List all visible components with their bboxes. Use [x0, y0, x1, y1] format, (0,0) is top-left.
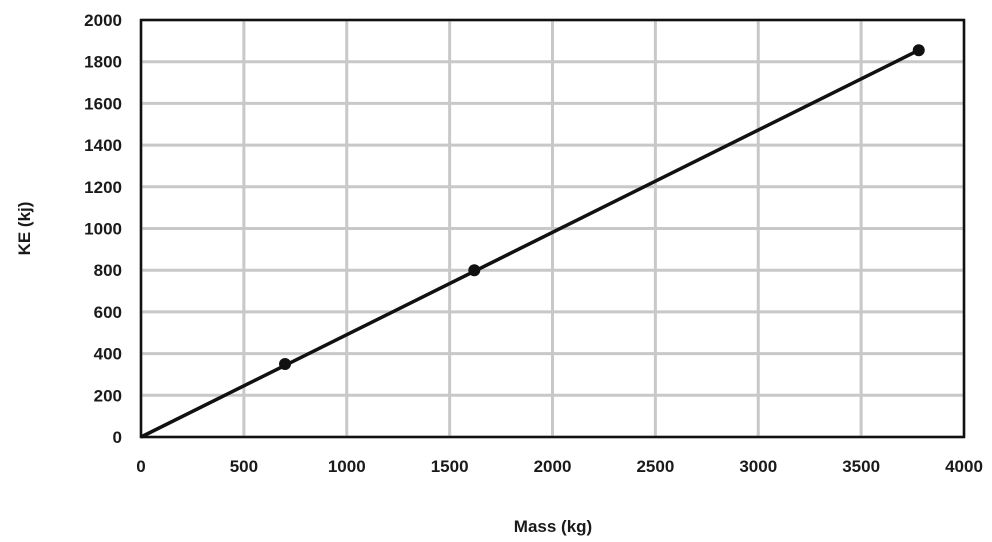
- data-point-1: [468, 264, 481, 277]
- x-tick-label-8: 4000: [945, 457, 983, 476]
- x-tick-labels: 0 500 1000 1500 2000 2500 3000 3500 4000: [136, 457, 983, 476]
- grid: [139, 18, 966, 439]
- y-tick-label-2: 400: [94, 345, 122, 364]
- y-tick-label-8: 1600: [84, 94, 122, 113]
- y-tick-label-7: 1400: [84, 136, 122, 155]
- y-axis-label: KE (kj): [15, 202, 34, 256]
- y-tick-label-0: 0: [113, 428, 122, 447]
- series-line: [140, 48, 920, 439]
- x-tick-label-4: 2000: [534, 457, 572, 476]
- data-point-0: [279, 358, 292, 371]
- x-tick-label-5: 2500: [636, 457, 674, 476]
- y-tick-label-1: 200: [94, 386, 122, 405]
- y-tick-label-6: 1200: [84, 178, 122, 197]
- y-tick-label-3: 600: [94, 303, 122, 322]
- x-tick-label-2: 1000: [328, 457, 366, 476]
- plot-frame: [139, 18, 966, 439]
- x-axis-label: Mass (kg): [514, 517, 592, 536]
- data-point-2: [912, 44, 925, 57]
- series: [140, 44, 925, 439]
- x-tick-label-7: 3500: [842, 457, 880, 476]
- x-tick-label-0: 0: [136, 457, 145, 476]
- x-tick-label-3: 1500: [431, 457, 469, 476]
- y-tick-label-9: 1800: [84, 53, 122, 72]
- y-tick-label-4: 800: [94, 261, 122, 280]
- y-tick-label-10: 2000: [84, 11, 122, 30]
- x-tick-label-6: 3000: [739, 457, 777, 476]
- y-tick-label-5: 1000: [84, 220, 122, 239]
- x-tick-label-1: 500: [230, 457, 258, 476]
- y-tick-labels: 0 200 400 600 800 1000 1200 1400 1600 1800 2000: [84, 11, 122, 447]
